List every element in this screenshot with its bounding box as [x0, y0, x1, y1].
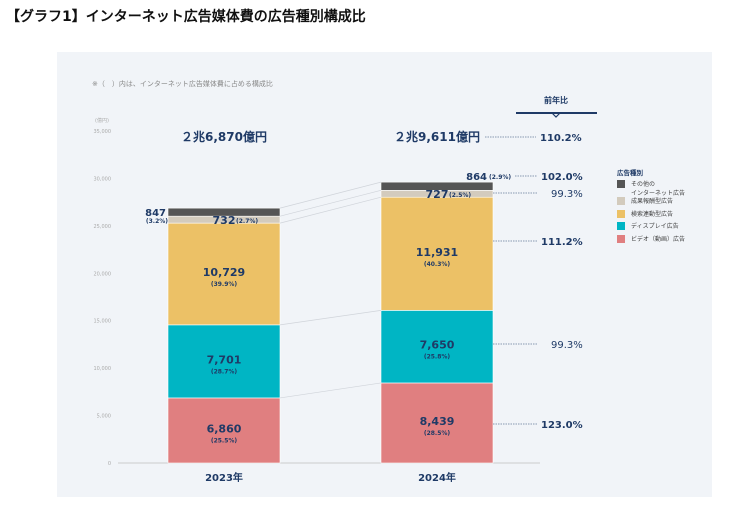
y-axis-label: (億円)	[95, 117, 109, 124]
y-tick-label: 10,000	[94, 366, 112, 372]
data-label: 864	[466, 172, 487, 183]
y-tick-label: 35,000	[94, 129, 112, 135]
legend-label: その他の	[631, 180, 655, 188]
legend-label: 成果報酬型広告	[631, 197, 673, 205]
x-tick-label: 2024年	[418, 471, 456, 484]
share-label: (40.3%)	[424, 261, 451, 268]
yoy-label: 99.3%	[551, 189, 583, 200]
connector-line	[279, 196, 382, 224]
bar-segment	[380, 181, 494, 191]
data-label: 727	[426, 188, 449, 201]
data-label: 6,860	[207, 422, 242, 435]
legend-swatch	[617, 180, 625, 188]
connector-line	[279, 189, 382, 217]
share-label: (2.5%)	[449, 192, 471, 199]
legend-label: ディスプレイ広告	[631, 222, 679, 230]
yoy-label: 111.2%	[541, 237, 583, 248]
share-label: (28.7%)	[211, 368, 238, 375]
x-tick-label: 2023年	[205, 471, 243, 484]
connector-line	[279, 181, 382, 209]
legend-label: ビデオ（動画）広告	[631, 235, 685, 243]
y-tick-label: 25,000	[94, 224, 112, 230]
legend-swatch	[617, 210, 625, 218]
legend-title: 広告種別	[617, 168, 644, 177]
yoy-title: 前年比	[544, 95, 568, 105]
legend-swatch	[617, 197, 625, 205]
share-label: (2.9%)	[489, 174, 511, 181]
share-label: (2.7%)	[236, 218, 258, 225]
bar-segment	[380, 196, 494, 311]
legend-swatch	[617, 235, 625, 243]
legend-swatch	[617, 222, 625, 230]
share-label: (3.2%)	[146, 218, 168, 225]
note: ※（ ）内は、インターネット広告媒体費に占める構成比	[92, 79, 273, 88]
bar-segment	[380, 310, 494, 384]
yoy-label: 102.0%	[541, 172, 583, 183]
data-label: 732	[213, 214, 236, 227]
chevron-down-icon	[551, 112, 561, 118]
y-tick-label: 30,000	[94, 176, 112, 182]
legend-label: 検索連動型広告	[631, 210, 673, 218]
total-label: ２兆9,611億円	[394, 129, 480, 144]
share-label: (25.8%)	[424, 354, 451, 361]
bar-segment	[380, 382, 494, 464]
share-label: (28.5%)	[424, 430, 451, 437]
total-label: ２兆6,870億円	[181, 129, 267, 144]
yoy-label: 99.3%	[551, 340, 583, 351]
share-label: (39.9%)	[211, 281, 238, 288]
data-label: 847	[145, 208, 166, 219]
data-label: 7,650	[420, 339, 455, 352]
y-tick-label: 5,000	[97, 414, 111, 420]
share-label: (25.5%)	[211, 437, 238, 444]
y-tick-label: 20,000	[94, 271, 112, 277]
data-label: 11,931	[416, 246, 458, 259]
bar-segment	[167, 397, 281, 464]
bar-segment	[167, 222, 281, 326]
data-label: 10,729	[203, 266, 245, 279]
legend-label: インターネット広告	[631, 189, 685, 197]
y-tick-label: 0	[108, 461, 111, 467]
yoy-label: 123.0%	[541, 420, 583, 431]
connector-line	[279, 310, 382, 326]
data-label: 8,439	[420, 415, 455, 428]
data-label: 7,701	[207, 353, 242, 366]
page-title: 【グラフ1】インターネット広告媒体費の広告種別構成比	[6, 9, 366, 25]
connector-line	[279, 382, 382, 399]
bar-segment	[167, 207, 281, 217]
y-tick-label: 15,000	[94, 319, 112, 325]
yoy-label: 110.2%	[540, 133, 582, 144]
